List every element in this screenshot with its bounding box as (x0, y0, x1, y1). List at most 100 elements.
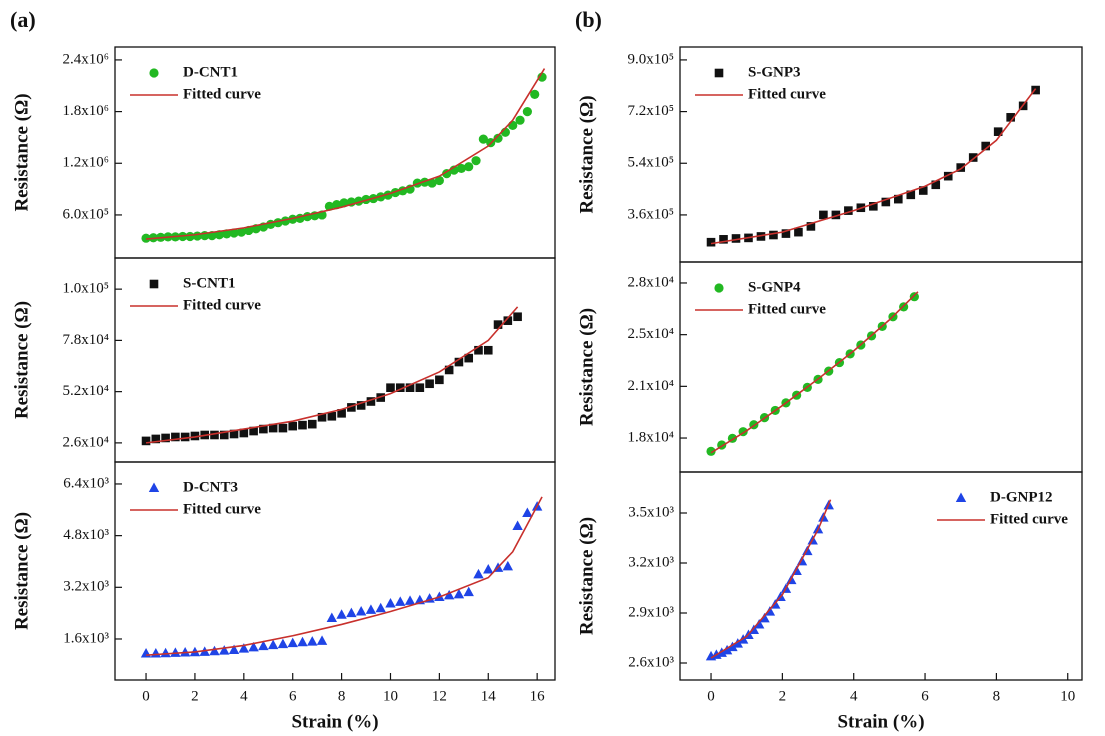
data-point (444, 365, 454, 375)
data-point (706, 446, 716, 456)
y-tick-label: 6.4x10³ (63, 475, 109, 491)
data-point (317, 412, 327, 422)
data-point (326, 612, 338, 622)
x-tick-label: 6 (289, 688, 297, 704)
legend-label: Fitted curve (183, 86, 261, 102)
x-tick-label: 4 (850, 688, 858, 704)
data-point (385, 597, 396, 608)
data-point (395, 383, 405, 392)
y-tick-label: 2.9x10³ (628, 604, 674, 620)
y-tick-label: 9.0x10⁵ (628, 51, 674, 67)
data-point (456, 163, 466, 174)
data-point (893, 194, 903, 204)
data-point (781, 229, 791, 238)
data-point (287, 637, 298, 648)
fitted-curve (710, 88, 1037, 245)
data-point (238, 643, 250, 653)
y-axis-label: Resistance (Ω) (11, 512, 32, 630)
data-point (512, 520, 523, 530)
data-point (483, 345, 493, 355)
y-tick-label: 2.6x10³ (628, 654, 674, 670)
data-point (522, 507, 533, 518)
data-point (288, 214, 298, 224)
data-point (434, 175, 444, 186)
y-tick-label: 2.1x10⁴ (628, 378, 674, 394)
plot-frame (114, 46, 556, 259)
legend-label: S-CNT1 (183, 275, 236, 291)
data-point (190, 431, 200, 441)
data-point (471, 156, 481, 166)
x-tick-label: 10 (1060, 688, 1075, 704)
y-axis-label: Resistance (Ω) (576, 95, 597, 213)
data-point (522, 106, 532, 117)
fitted-curve (145, 68, 546, 240)
y-tick-label: 5.2x10⁴ (63, 383, 109, 399)
legend-marker (149, 68, 159, 78)
plot-frame (114, 257, 556, 463)
fitted-curve (145, 496, 543, 656)
y-tick-label: 3.2x10³ (63, 579, 109, 595)
data-point (141, 436, 151, 446)
plot-frame (679, 46, 1083, 263)
y-tick-label: 1.8x10⁶ (63, 103, 109, 119)
data-point (502, 560, 514, 571)
data-point (513, 312, 522, 322)
x-tick-label: 10 (383, 688, 398, 704)
plot-frame (114, 461, 556, 681)
data-point (731, 234, 741, 243)
y-tick-label: 3.6x10⁵ (628, 206, 674, 222)
data-point (219, 430, 229, 440)
x-tick-label: 8 (338, 688, 346, 704)
data-point (150, 648, 162, 658)
y-tick-label: 1.6x10³ (63, 630, 109, 646)
y-axis-label: Resistance (Ω) (11, 93, 32, 211)
data-point (219, 645, 230, 655)
fitted-curve (145, 306, 519, 444)
plot-frame (679, 471, 1083, 681)
legend-marker (714, 68, 724, 78)
data-point (478, 134, 488, 144)
plot-frame (679, 261, 1083, 473)
y-axis-label: Resistance (Ω) (11, 301, 32, 419)
data-point (844, 206, 853, 215)
legend-label: D-GNP12 (990, 489, 1053, 505)
data-point (756, 232, 766, 241)
data-point (170, 647, 181, 657)
data-point (474, 345, 483, 355)
data-point (463, 586, 474, 597)
data-point (769, 230, 778, 240)
data-point (347, 403, 356, 412)
y-tick-label: 5.4x10⁵ (628, 155, 674, 171)
data-point (316, 635, 328, 645)
fitted-curve (710, 499, 832, 659)
data-point (968, 153, 978, 162)
data-point (443, 589, 455, 600)
y-tick-label: 7.8x10⁴ (63, 332, 109, 348)
y-tick-label: 1.2x10⁶ (63, 155, 109, 171)
x-tick-label: 0 (707, 688, 715, 704)
x-axis-label: Strain (%) (291, 711, 378, 732)
x-tick-label: 12 (432, 688, 447, 704)
data-point (248, 641, 259, 652)
x-tick-label: 2 (779, 688, 787, 704)
legend-label: Fitted curve (183, 297, 261, 313)
fitted-curve (710, 291, 919, 454)
data-point (171, 432, 180, 442)
data-point (453, 588, 465, 599)
data-point (464, 353, 474, 363)
data-point (493, 320, 503, 329)
data-point (151, 434, 161, 444)
y-tick-label: 2.4x10⁶ (63, 51, 109, 67)
legend-label: Fitted curve (748, 301, 826, 317)
data-point (209, 645, 220, 656)
data-point (806, 222, 816, 231)
data-point (753, 619, 765, 629)
data-point (906, 190, 916, 200)
legend-label: Fitted curve (183, 501, 261, 517)
data-point (140, 648, 152, 658)
data-point (956, 163, 966, 172)
data-point (404, 595, 416, 605)
data-point (515, 115, 525, 125)
x-tick-label: 4 (240, 688, 248, 704)
data-point (473, 568, 484, 579)
